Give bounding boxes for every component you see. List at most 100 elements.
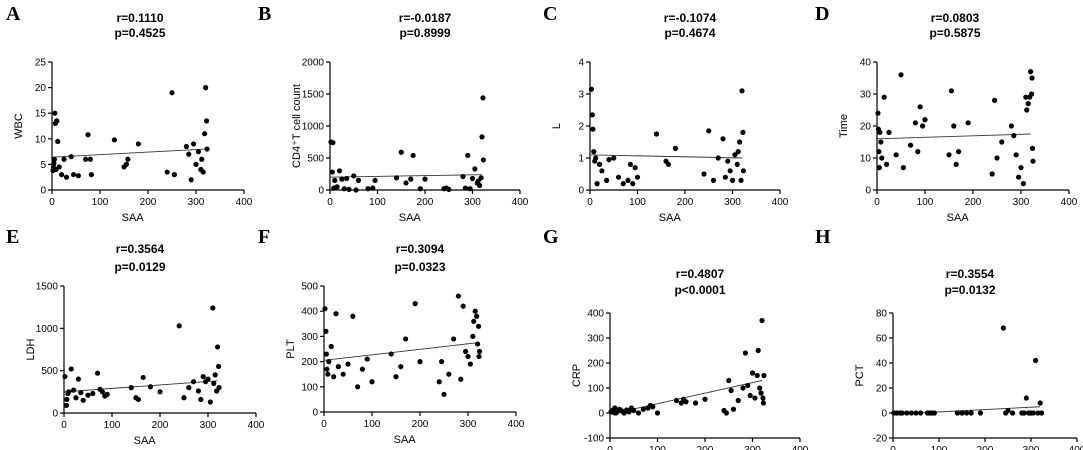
data-point (195, 149, 201, 155)
data-point (324, 366, 330, 372)
data-point (620, 181, 626, 187)
x-tick-label: 200 (965, 197, 982, 208)
data-point (355, 384, 361, 390)
y-axis-label: L (551, 123, 563, 129)
p-value: p=0.0129 (114, 260, 165, 274)
data-point (591, 149, 597, 155)
data-point (63, 402, 69, 408)
data-point (917, 104, 923, 110)
data-point (999, 139, 1005, 145)
data-point (884, 161, 890, 167)
data-point (467, 186, 473, 192)
data-point (1016, 174, 1022, 180)
x-axis-label: SAA (394, 434, 417, 446)
p-value: p=0.5875 (929, 26, 980, 40)
p-value: p=0.0132 (944, 283, 995, 297)
data-point (441, 391, 447, 397)
data-point (164, 169, 170, 175)
data-point (665, 161, 671, 167)
data-point (612, 405, 618, 411)
data-point (611, 155, 617, 161)
data-point (931, 410, 938, 416)
data-point (204, 146, 210, 152)
data-point (761, 372, 767, 379)
x-tick-label: 0 (890, 445, 896, 450)
data-point (332, 177, 338, 183)
data-point (336, 168, 343, 174)
data-point (740, 385, 746, 391)
data-point (63, 174, 69, 180)
data-point (893, 152, 899, 158)
data-point (85, 392, 91, 398)
data-point (393, 374, 399, 380)
data-point (701, 171, 707, 177)
data-point (760, 400, 767, 406)
data-point (203, 85, 209, 91)
data-point (593, 155, 599, 161)
y-tick-label: 60 (876, 334, 888, 345)
data-point (953, 161, 959, 167)
data-point (720, 136, 726, 142)
data-point (335, 364, 341, 370)
data-point (465, 152, 471, 159)
data-point (1005, 407, 1011, 414)
y-tick-label: 10 (860, 154, 872, 165)
data-point (408, 176, 414, 182)
data-point (757, 385, 763, 391)
data-point (83, 156, 89, 162)
r-value: r=0.3564 (116, 242, 165, 256)
r-value: r=0.1110 (116, 11, 163, 25)
x-tick-label: 300 (1023, 445, 1040, 450)
data-point (725, 158, 731, 164)
panel-letter: H (815, 226, 831, 248)
data-point (715, 155, 721, 161)
data-point (111, 137, 117, 143)
x-tick-label: 100 (629, 197, 646, 208)
y-tick-label: 0 (865, 186, 871, 197)
data-point (994, 155, 1000, 161)
panel-f: Fr=0.3094 p=0.0323 0 100 200 300 400 500 0 100 200… (258, 226, 525, 446)
x-tick-label: 100 (369, 197, 386, 208)
data-point (202, 131, 208, 137)
data-point (339, 176, 345, 182)
data-point (599, 168, 605, 174)
p-value: p=0.0323 (394, 260, 445, 274)
data-point (630, 181, 636, 187)
data-point (1013, 152, 1019, 158)
r-value: r=0.3094 (396, 242, 445, 256)
data-point (878, 139, 884, 145)
data-point (75, 376, 81, 382)
data-point (918, 410, 924, 416)
data-point (951, 123, 957, 129)
data-point (735, 397, 741, 404)
data-point (328, 343, 334, 350)
y-tick-label: 0 (312, 408, 318, 419)
x-tick-label: 100 (104, 420, 121, 431)
y-tick-label: 500 (301, 282, 318, 293)
y-tick-label: 300 (301, 332, 318, 343)
data-point (85, 132, 91, 138)
data-point (176, 323, 182, 329)
data-point (908, 142, 914, 148)
data-point (634, 174, 641, 180)
data-point (739, 88, 745, 94)
data-point (460, 303, 466, 309)
y-tick-label: 1000 (302, 122, 325, 133)
data-point (683, 399, 689, 405)
data-point (398, 364, 404, 370)
y-tick-label: 10 (35, 134, 47, 145)
y-tick-label: 20 (860, 122, 872, 133)
data-point (606, 157, 612, 163)
data-point (876, 165, 883, 171)
x-tick-label: 0 (874, 197, 880, 208)
data-point (740, 129, 746, 135)
data-point (104, 391, 110, 397)
data-point (329, 169, 335, 175)
data-point (1008, 123, 1015, 129)
data-point (1000, 325, 1007, 331)
data-point (752, 395, 758, 401)
data-point (147, 384, 153, 390)
data-point (1011, 133, 1017, 139)
